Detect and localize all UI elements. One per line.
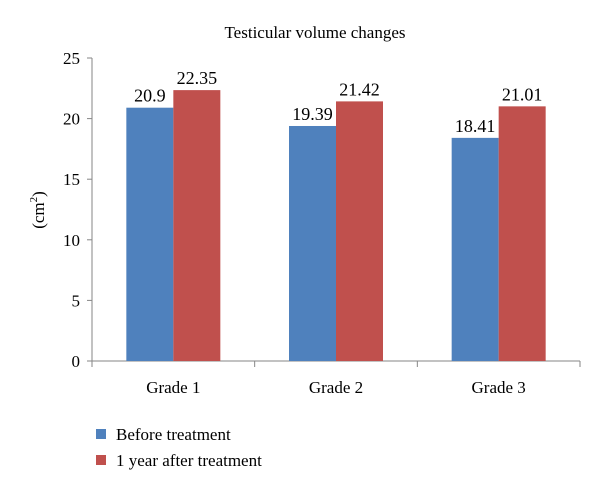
chart-title: Testicular volume changes: [224, 23, 405, 42]
data-label: 21.01: [502, 84, 543, 104]
bar-before-2: [289, 125, 336, 362]
y-tick-label: 0: [72, 352, 81, 371]
y-tick-label: 5: [72, 291, 81, 310]
legend-swatch: [96, 455, 106, 465]
y-tick-label: 20: [63, 110, 80, 129]
legend-swatch: [96, 429, 106, 439]
bar-before-1: [126, 107, 174, 361]
x-category-label: Grade 2: [309, 378, 363, 397]
svg-text:(cm2): (cm2): [28, 191, 48, 229]
x-category-label: Grade 1: [146, 378, 200, 397]
data-label: 20.9: [134, 86, 166, 106]
y-axis-label-tail: ): [29, 191, 48, 197]
data-label: 19.39: [292, 104, 333, 124]
y-tick-label: 25: [63, 49, 80, 68]
bar-after-2: [336, 101, 383, 362]
data-label: 18.41: [455, 116, 496, 136]
y-axis-label-superscript: 2: [28, 197, 40, 203]
bar-before-3: [451, 137, 499, 361]
bar-after-1: [173, 90, 221, 362]
y-axis-label: (cm2): [28, 191, 48, 229]
bar-after-3: [498, 106, 546, 362]
y-axis-label-base: (cm: [29, 202, 48, 228]
y-tick-label: 15: [63, 170, 80, 189]
legend-label: Before treatment: [116, 425, 231, 444]
data-label: 21.42: [339, 79, 380, 99]
x-category-label: Grade 3: [472, 378, 526, 397]
data-label: 22.35: [177, 68, 218, 88]
legend-label: 1 year after treatment: [116, 451, 262, 470]
y-tick-label: 10: [63, 231, 80, 250]
